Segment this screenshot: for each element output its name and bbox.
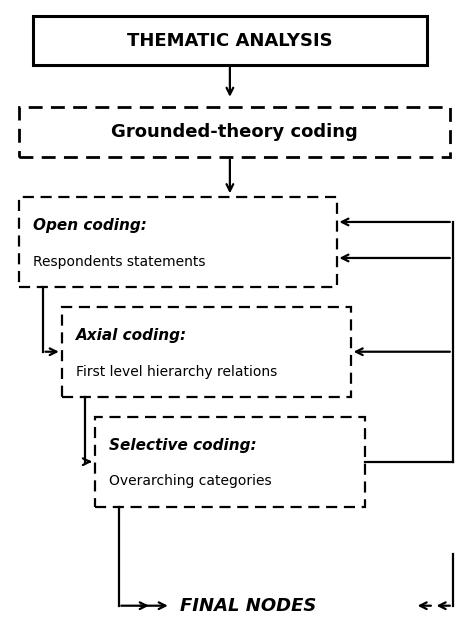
Text: Open coding:: Open coding:	[33, 218, 147, 233]
Bar	[33, 16, 427, 65]
Text: THEMATIC ANALYSIS: THEMATIC ANALYSIS	[127, 32, 333, 50]
Bar	[19, 107, 450, 157]
Text: Respondents statements: Respondents statements	[33, 255, 206, 269]
Bar	[62, 307, 351, 397]
Bar	[95, 417, 365, 507]
Text: Overarching categories: Overarching categories	[109, 475, 272, 489]
Text: Grounded-theory coding: Grounded-theory coding	[111, 123, 358, 141]
Text: First level hierarchy relations: First level hierarchy relations	[76, 365, 277, 379]
Bar	[19, 197, 337, 287]
Text: Axial coding:: Axial coding:	[76, 328, 187, 343]
Text: FINAL NODES: FINAL NODES	[180, 597, 317, 615]
Text: Selective coding:: Selective coding:	[109, 438, 256, 453]
